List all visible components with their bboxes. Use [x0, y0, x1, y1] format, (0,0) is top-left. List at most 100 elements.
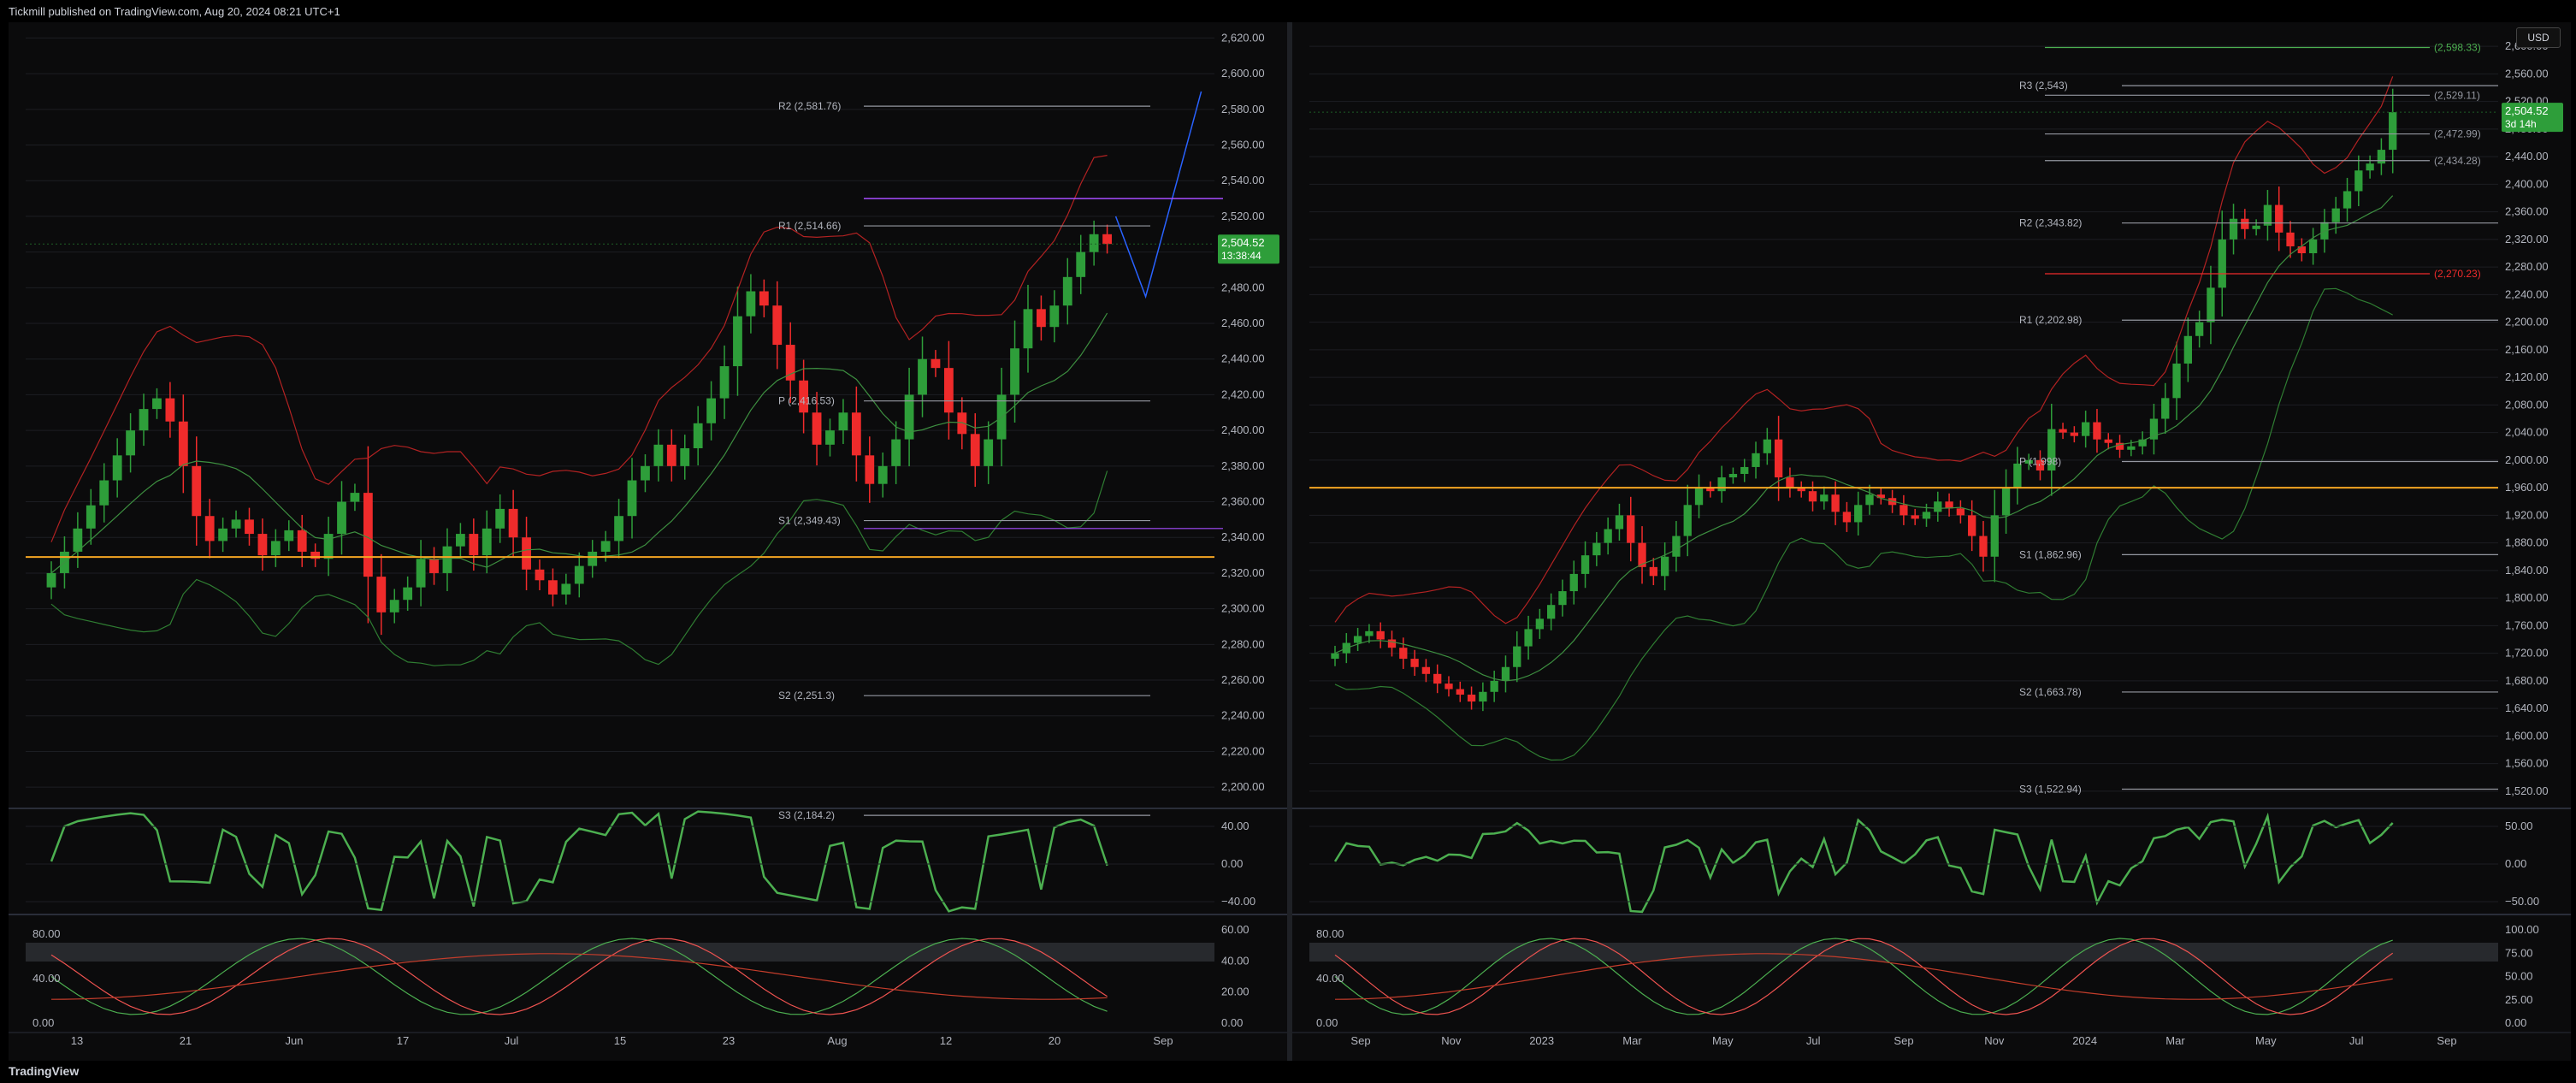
oscillator-tick-label: −40.00	[1221, 895, 1256, 908]
candle-body	[469, 534, 479, 556]
pane-divider[interactable]	[1287, 22, 1292, 1061]
candle-body	[641, 465, 650, 481]
candle-body	[1763, 439, 1771, 453]
oscillator-right-tick-label: 60.00	[1221, 923, 1250, 936]
candle-body	[1062, 276, 1072, 306]
candle-body	[1513, 646, 1521, 667]
price-tick-label: 1,880.00	[2505, 536, 2549, 549]
momentum-oscillator-line	[1333, 812, 2394, 914]
time-tick-label: Jul	[505, 1034, 519, 1047]
candle-body	[666, 444, 676, 466]
candle-body	[2252, 225, 2260, 229]
candle-body	[799, 380, 809, 413]
candle-body	[192, 465, 202, 517]
candle-body	[984, 439, 994, 466]
candle-body	[2286, 232, 2295, 246]
candle-body	[588, 551, 598, 566]
price-tick-label: 2,420.00	[1221, 388, 1265, 400]
oscillator-right-tick-label: 25.00	[2505, 993, 2533, 1006]
candle-body	[746, 291, 756, 317]
candle-body	[350, 493, 360, 502]
last-price-tag	[2502, 103, 2563, 133]
currency-button[interactable]: USD	[2516, 27, 2561, 48]
price-tick-label: 1,760.00	[2505, 618, 2549, 631]
time-tick-label: Sep	[1350, 1034, 1370, 1047]
level-label: (2,529.11)	[2434, 89, 2480, 101]
left-chart-svg[interactable]: 2,620.00 2,600.00 2,580.00 2,560.00 2,540.00…	[9, 22, 1287, 1061]
candle-body	[284, 530, 294, 542]
candle-body	[706, 398, 717, 423]
candle-body	[2161, 398, 2170, 419]
candle-body	[152, 398, 162, 410]
candle-body	[495, 508, 505, 529]
candle-body	[2241, 218, 2249, 229]
right-chart-pane[interactable]: 2,600.002,560.002,520.002,480.002,440.00…	[1292, 22, 2571, 1061]
candle-body	[2297, 246, 2306, 254]
candle-body	[1524, 629, 1533, 647]
candle-body	[218, 528, 228, 542]
candle-body	[86, 505, 96, 529]
candle-body	[1456, 689, 1464, 695]
right-chart-svg[interactable]: 2,600.002,560.002,520.002,480.002,440.00…	[1292, 22, 2571, 1061]
candle-body	[2013, 463, 2022, 488]
candle-body	[877, 465, 888, 484]
candle-body	[1410, 659, 1419, 667]
candle-body	[1445, 684, 1453, 689]
candle-body	[680, 447, 690, 466]
candle-body	[2229, 218, 2238, 240]
candle-body	[838, 412, 848, 431]
pivot-label: R1 (2,514.66)	[778, 220, 841, 232]
pivot-label: S1 (1,862.96)	[2019, 548, 2082, 560]
candle-body	[482, 528, 492, 556]
candle-body	[1547, 605, 1556, 619]
price-tick-label: 2,040.00	[2505, 426, 2549, 439]
moving-average-line	[50, 312, 1108, 574]
candle-body	[627, 480, 637, 517]
candle-body	[1752, 453, 1760, 467]
candle-body	[772, 305, 783, 346]
level-label: (2,270.23)	[2434, 268, 2481, 280]
candle-body	[1535, 618, 1545, 630]
candle-body	[904, 394, 914, 440]
price-tick-label: 2,000.00	[2505, 453, 2549, 466]
candle-body	[389, 600, 399, 613]
oscillator-tick-label: 0.00	[2505, 857, 2526, 870]
candle-body	[1421, 666, 1431, 674]
pivot-label: R2 (2,343.82)	[2019, 217, 2082, 229]
left-chart-pane[interactable]: 2,620.00 2,600.00 2,580.00 2,560.00 2,540.00…	[9, 22, 1287, 1061]
price-tick-label: 1,960.00	[2505, 481, 2549, 494]
oscillator-right-tick-label: 100.00	[2505, 923, 2539, 936]
candle-body	[99, 480, 109, 506]
time-tick-label: 23	[723, 1034, 735, 1047]
candle-body	[270, 541, 281, 556]
pivot-label: P (2,416.53)	[778, 395, 835, 407]
candle-body	[891, 439, 901, 466]
oscillator-left-tick-label: 0.00	[32, 1016, 54, 1029]
candle-body	[1808, 491, 1817, 502]
candle-body	[1023, 309, 1033, 349]
candle-body	[759, 291, 769, 306]
candle-body	[376, 577, 387, 613]
time-tick-label: Sep	[2437, 1034, 2456, 1047]
stochastic-d-line	[50, 938, 1108, 1015]
candle-body	[865, 455, 875, 484]
time-tick-label: 2023	[1529, 1034, 1554, 1047]
time-tick-label: Mar	[1622, 1034, 1642, 1047]
price-tick-label: 2,560.00	[1221, 139, 1265, 151]
candle-body	[785, 345, 795, 381]
candle-body	[653, 444, 664, 466]
last-price-countdown: 3d 14h	[2505, 118, 2537, 130]
forecast-arrow	[1114, 91, 1202, 299]
candle-body	[812, 412, 822, 445]
time-tick-label: Jul	[2349, 1034, 2364, 1047]
pivot-label: S3 (1,522.94)	[2019, 784, 2082, 796]
price-tick-label: 2,400.00	[1221, 423, 1265, 436]
candle-body	[1467, 695, 1476, 702]
candle-body	[1490, 680, 1498, 692]
level-label: (2,472.99)	[2434, 128, 2481, 140]
candle-body	[2343, 191, 2352, 209]
time-tick-label: 17	[397, 1034, 409, 1047]
candle-body	[2104, 439, 2112, 443]
candle-body	[1649, 566, 1657, 577]
candle-body	[2024, 459, 2033, 464]
